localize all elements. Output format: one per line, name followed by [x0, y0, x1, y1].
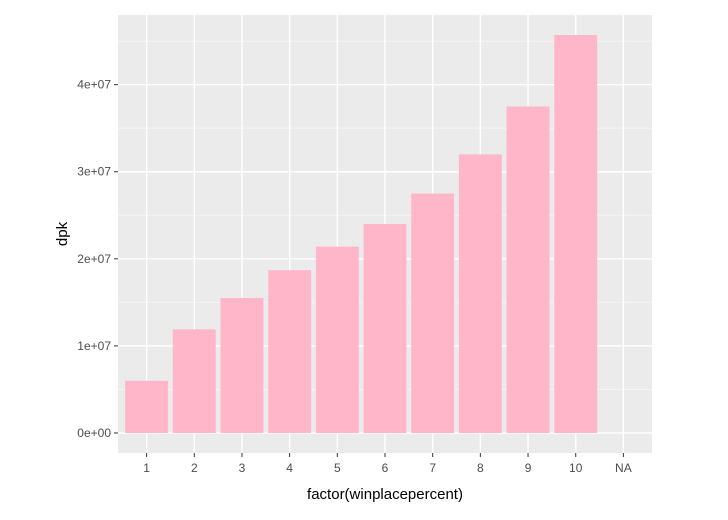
bar-4: [268, 270, 312, 433]
bar-3: [220, 298, 264, 433]
x-tick-label: 7: [429, 461, 436, 475]
bars: [125, 35, 598, 433]
x-tick-label: 9: [525, 461, 532, 475]
bar-8: [458, 154, 502, 433]
x-tick-label: 8: [477, 461, 484, 475]
y-tick-label: 0e+00: [77, 426, 111, 440]
x-tick-label: 10: [569, 461, 583, 475]
bar-2: [172, 329, 216, 433]
bar-10: [554, 35, 598, 433]
x-axis: 1 2 3 4 5 6 7 8 9 10 NA: [143, 453, 632, 475]
y-tick-label: 3e+07: [77, 165, 111, 179]
bar-6: [363, 223, 407, 433]
x-tick-label: 5: [334, 461, 341, 475]
y-tick-label: 2e+07: [77, 252, 111, 266]
x-tick-label: NA: [615, 461, 632, 475]
x-tick-label: 6: [382, 461, 389, 475]
x-tick-label: 1: [143, 461, 150, 475]
x-tick-label: 3: [239, 461, 246, 475]
y-axis-title: dpk: [54, 221, 71, 246]
y-axis: 0e+00 1e+07 2e+07 3e+07 4e+07: [77, 78, 118, 440]
bar-5: [315, 246, 359, 433]
x-tick-label: 4: [286, 461, 293, 475]
bar-9: [506, 106, 550, 433]
y-tick-label: 4e+07: [77, 78, 111, 92]
y-tick-label: 1e+07: [77, 339, 111, 353]
bar-7: [411, 193, 455, 433]
x-tick-label: 2: [191, 461, 198, 475]
bar-1: [125, 380, 169, 433]
x-axis-title: factor(winplacepercent): [307, 486, 463, 503]
